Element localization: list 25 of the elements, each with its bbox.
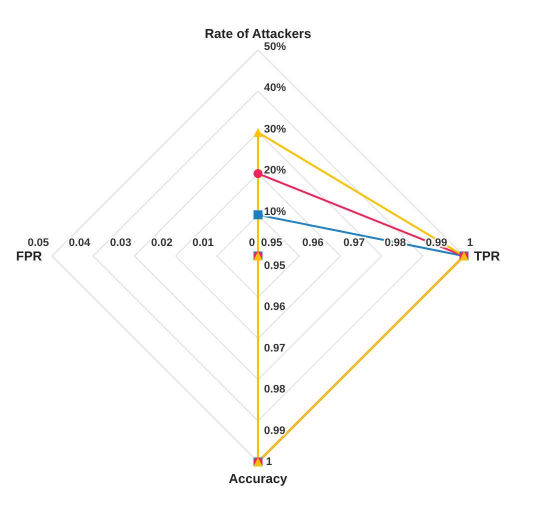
text: 1 [467, 237, 474, 249]
text: 0.04 [68, 237, 90, 249]
text: 10% [264, 206, 286, 218]
text: 0.95 [264, 260, 286, 272]
text: 0.03 [110, 237, 132, 249]
text: 40% [264, 82, 286, 94]
text: 0.95 [261, 237, 282, 249]
text: 0.05 [28, 237, 49, 249]
text: 0.96 [264, 301, 286, 314]
text: 0.99 [264, 424, 286, 437]
spoke-label: Rate of Attackers [204, 26, 312, 41]
text: 30% [264, 123, 286, 136]
text: 0 [248, 237, 255, 249]
text: 0.98 [264, 384, 286, 396]
spoke-label: FPR [16, 248, 43, 264]
text: 20% [264, 164, 286, 177]
text: 50% [264, 41, 286, 53]
text: 0.97 [343, 237, 365, 249]
spoke-label: Accuracy [228, 471, 288, 486]
spoke-label: TPR [474, 248, 501, 264]
text: 0.96 [302, 237, 324, 249]
text: 0.01 [192, 237, 214, 249]
text: 1 [266, 456, 272, 468]
text: 0.97 [264, 342, 286, 354]
text: 0.02 [151, 237, 173, 249]
